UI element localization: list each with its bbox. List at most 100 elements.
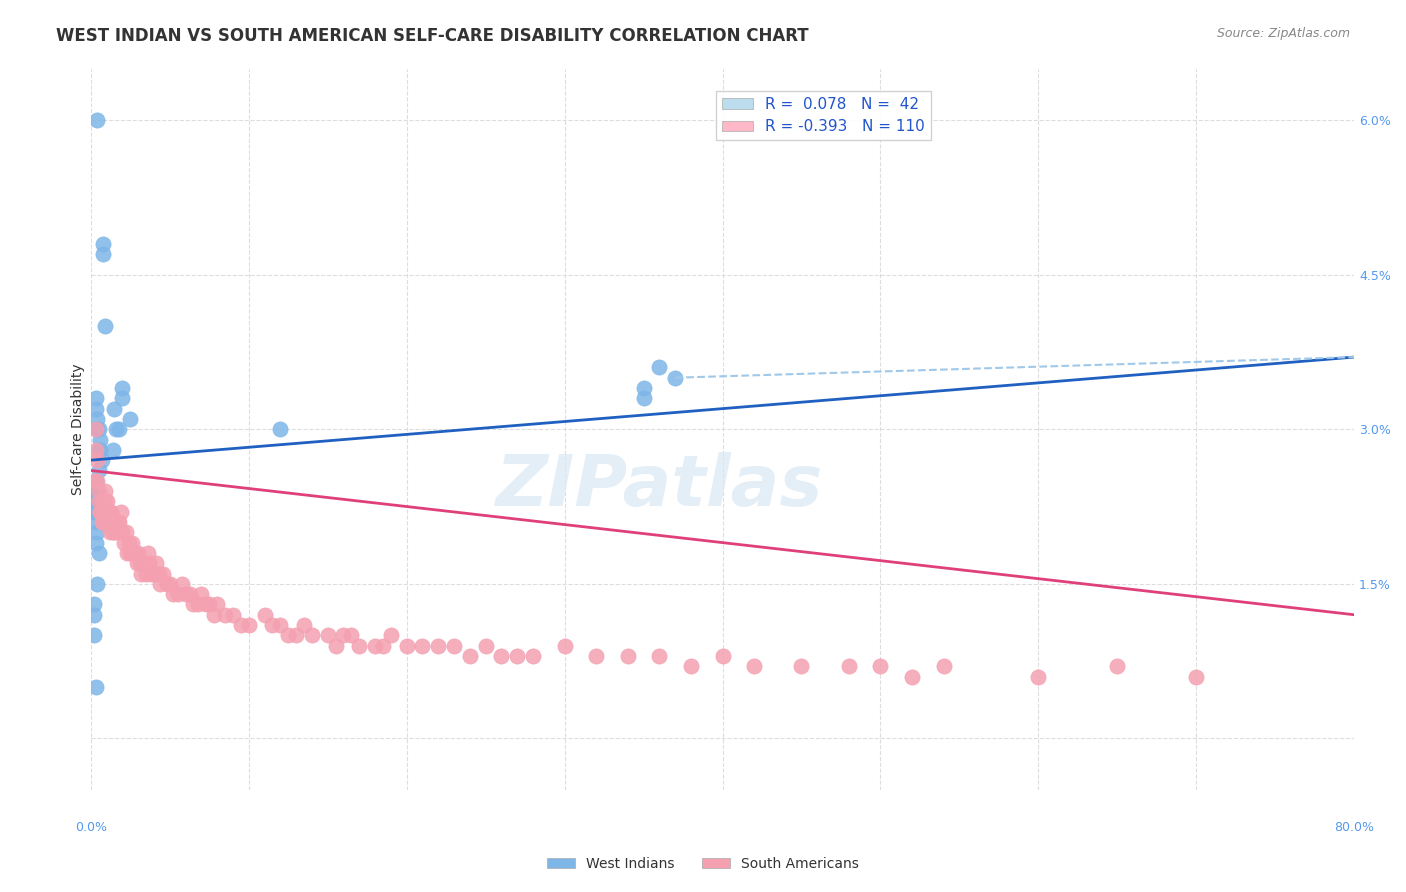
Point (187, 598, 209, 612)
Point (262, 618, 284, 632)
Point (86, 422, 108, 436)
Point (94, 319, 117, 334)
Point (711, 648, 734, 663)
Point (585, 648, 607, 663)
Point (84, 422, 107, 436)
Point (132, 556, 155, 570)
Point (120, 412, 142, 426)
Point (112, 535, 135, 549)
Point (166, 587, 188, 601)
Point (87, 422, 110, 436)
Point (107, 515, 129, 529)
Point (474, 639, 496, 653)
Point (84, 515, 107, 529)
Point (131, 566, 153, 581)
Point (349, 639, 371, 653)
Point (84, 680, 107, 694)
Point (84, 474, 107, 488)
Point (506, 648, 529, 663)
Point (790, 659, 813, 673)
Legend: R =  0.078   N =  42, R = -0.393   N = 110: R = 0.078 N = 42, R = -0.393 N = 110 (716, 91, 931, 140)
Point (214, 607, 236, 622)
Point (395, 639, 418, 653)
Point (128, 556, 150, 570)
Point (138, 556, 160, 570)
Point (155, 577, 177, 591)
Point (172, 577, 194, 591)
Point (443, 639, 465, 653)
Point (127, 546, 149, 560)
Point (229, 618, 252, 632)
Point (84, 401, 107, 416)
Point (195, 598, 218, 612)
Point (96, 494, 118, 508)
Point (380, 628, 402, 642)
Point (143, 566, 166, 581)
Point (84, 442, 107, 457)
Point (371, 639, 394, 653)
Point (269, 618, 291, 632)
Point (114, 525, 136, 540)
Point (554, 639, 576, 653)
Point (340, 628, 363, 642)
Point (105, 525, 128, 540)
Point (222, 607, 245, 622)
Point (86, 474, 108, 488)
Point (198, 598, 221, 612)
Point (93, 515, 115, 529)
Point (84, 392, 107, 406)
Point (101, 442, 124, 457)
Point (98, 525, 121, 540)
Point (89, 442, 111, 457)
Point (122, 546, 145, 560)
Point (1185, 670, 1208, 684)
Point (111, 392, 134, 406)
Point (648, 360, 671, 375)
Point (411, 639, 433, 653)
Point (87, 484, 110, 499)
Point (869, 659, 891, 673)
Point (124, 546, 146, 560)
Point (94, 494, 117, 508)
Point (253, 607, 276, 622)
Point (87, 494, 110, 508)
Point (616, 648, 638, 663)
Point (149, 577, 172, 591)
Point (83, 494, 105, 508)
Point (100, 515, 122, 529)
Point (301, 628, 323, 642)
Point (83, 474, 105, 488)
Point (89, 505, 111, 519)
Point (108, 422, 131, 436)
Point (325, 639, 347, 653)
Point (83, 628, 105, 642)
Point (139, 566, 162, 581)
Point (648, 648, 671, 663)
Point (838, 659, 860, 673)
Point (100, 505, 122, 519)
Point (84, 505, 107, 519)
Point (633, 392, 655, 406)
Point (86, 113, 108, 128)
Point (84, 535, 107, 549)
Point (105, 422, 128, 436)
Point (174, 587, 197, 601)
Text: WEST INDIAN VS SOUTH AMERICAN SELF-CARE DISABILITY CORRELATION CHART: WEST INDIAN VS SOUTH AMERICAN SELF-CARE … (56, 27, 808, 45)
Point (190, 587, 212, 601)
Point (94, 484, 117, 499)
Point (86, 525, 108, 540)
Point (136, 546, 159, 560)
Point (179, 587, 201, 601)
Text: 0.0%: 0.0% (75, 821, 107, 834)
Point (152, 566, 174, 581)
Point (183, 598, 205, 612)
Point (111, 525, 134, 540)
Point (103, 401, 125, 416)
Point (90, 515, 112, 529)
Point (89, 433, 111, 447)
Point (111, 381, 134, 395)
Point (103, 525, 125, 540)
Point (87, 442, 110, 457)
Point (491, 648, 513, 663)
Point (522, 648, 544, 663)
